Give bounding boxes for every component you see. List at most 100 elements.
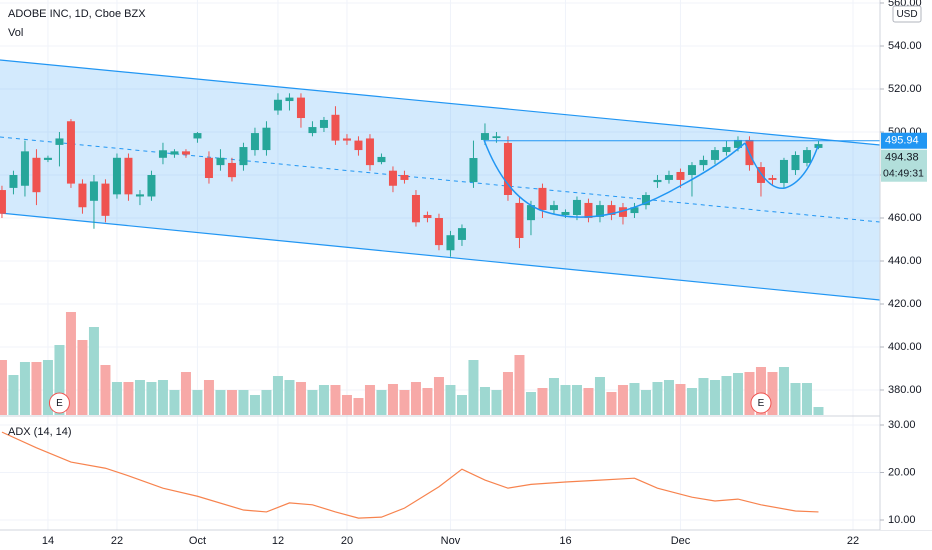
candle-body	[78, 183, 87, 208]
x-tick-label: Dec	[671, 535, 691, 547]
candle-body	[653, 179, 662, 183]
candle-body	[503, 142, 512, 195]
volume-bar	[560, 385, 571, 415]
volume-bar	[537, 388, 548, 415]
y-tick-label: 520.00	[888, 83, 922, 95]
candle-body	[526, 205, 535, 221]
candle-body	[630, 207, 639, 214]
volume-bar	[571, 385, 582, 415]
volume-bar	[31, 362, 42, 415]
ref-price-box	[881, 132, 927, 149]
candle-body	[411, 194, 420, 223]
candle-body	[768, 178, 777, 180]
candle-body	[423, 214, 432, 218]
candle-body	[250, 133, 259, 151]
earnings-badge	[48, 392, 70, 414]
candle-body	[365, 138, 374, 166]
candle-body	[538, 187, 547, 211]
earnings-badge	[750, 392, 772, 414]
volume-bar	[341, 395, 352, 415]
volume-bar	[387, 384, 398, 415]
candle-body	[377, 156, 386, 163]
volume-bar	[548, 378, 559, 415]
channel-upper	[0, 59, 881, 146]
volume-bar	[778, 367, 789, 415]
volume-bar	[617, 385, 628, 415]
volume-bar	[422, 388, 433, 415]
volume-bar	[249, 395, 260, 415]
volume-bar	[744, 372, 755, 415]
volume-bar	[502, 372, 513, 415]
candle-body	[193, 133, 202, 139]
volume-bar	[215, 390, 226, 415]
volume-bar	[261, 390, 272, 415]
candle-body	[9, 175, 18, 188]
last-price-label: 494.38	[885, 152, 919, 164]
candle-body	[43, 157, 52, 160]
candle-body	[733, 139, 742, 148]
candle-body	[492, 136, 501, 139]
volume-bar	[698, 378, 709, 415]
volume-bar	[353, 398, 364, 415]
candle-body	[32, 157, 41, 193]
volume-bar	[433, 377, 444, 415]
y-tick-label: 10.00	[888, 514, 916, 526]
candle-body	[699, 159, 708, 166]
candle-body	[354, 140, 363, 151]
cup-arc	[483, 139, 746, 218]
channel-mid	[0, 136, 881, 223]
candle-body	[216, 157, 225, 166]
candle-body	[20, 151, 29, 186]
candle-body	[89, 181, 98, 201]
candle-body	[434, 218, 443, 246]
volume-bar	[111, 382, 122, 415]
volume-bar	[606, 392, 617, 415]
y-tick-label: 560.00	[888, 0, 922, 9]
candle-body	[285, 97, 294, 102]
candle-body	[561, 211, 570, 215]
candle-body	[170, 151, 179, 155]
candle-body	[457, 228, 466, 240]
ref-price-label: 495.94	[885, 135, 919, 147]
candle-body	[66, 121, 75, 184]
candle-body	[687, 165, 696, 175]
currency-badge[interactable]	[892, 5, 922, 23]
volume-bar	[755, 367, 766, 415]
volume-bar	[732, 373, 743, 415]
candle-body	[572, 199, 581, 215]
channel-lower	[0, 212, 881, 301]
candle-body	[664, 175, 673, 180]
candle-body	[595, 205, 604, 217]
cup-arc	[744, 142, 819, 189]
y-tick-label: 20.00	[888, 466, 916, 478]
candle-body	[204, 157, 213, 179]
candle-body	[319, 119, 328, 128]
volume-bar	[238, 390, 249, 415]
volume-bar	[180, 372, 191, 415]
volume-bar	[675, 384, 686, 415]
candle-body	[722, 147, 731, 152]
candle-body	[802, 150, 811, 163]
candle-body	[710, 150, 719, 160]
volume-bar	[410, 382, 421, 415]
adx-title: ADX (14, 14)	[8, 426, 72, 438]
candle-body	[331, 114, 340, 141]
candle-body	[158, 150, 167, 158]
last-price-box	[881, 149, 927, 182]
volume-bar	[65, 312, 76, 415]
volume-bar	[54, 345, 65, 415]
candle-body	[469, 158, 478, 183]
volume-bar	[790, 383, 801, 415]
volume-bar	[203, 380, 214, 415]
volume-bar	[134, 380, 145, 415]
candle-body	[0, 190, 6, 214]
candle-body	[147, 175, 156, 197]
volume-bar	[88, 327, 99, 415]
volume-bar	[479, 387, 490, 415]
volume-bar	[330, 385, 341, 415]
y-tick-label: 440.00	[888, 255, 922, 267]
x-tick-label: 20	[341, 535, 353, 547]
x-tick-label: 16	[559, 535, 571, 547]
volume-bar	[594, 377, 605, 415]
